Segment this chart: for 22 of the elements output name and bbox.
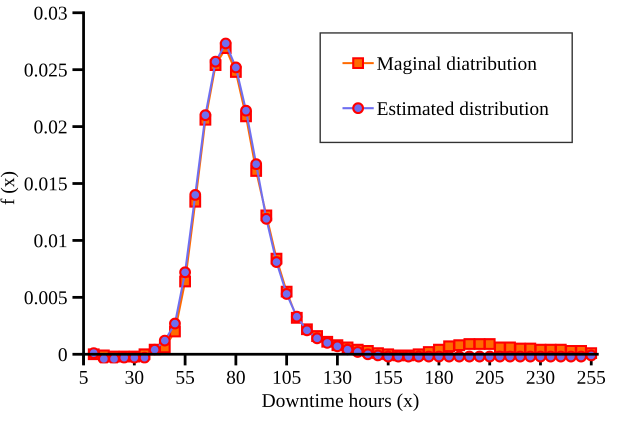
x-axis-title: Downtime hours (x): [262, 393, 418, 412]
x-tick-label: 130: [324, 370, 352, 384]
y-tick-label: 0.03: [34, 6, 67, 20]
y-tick-label: 0: [58, 348, 67, 362]
y-axis-title: f (x): [0, 172, 18, 204]
legend-label: Estimated distribution: [377, 101, 549, 116]
x-tick-label: 180: [426, 370, 453, 384]
y-tick-label: 0.005: [24, 291, 67, 304]
x-tick-label: 5: [80, 371, 88, 384]
y-tick-label: 0.02: [34, 120, 67, 134]
x-tick-label: 105: [274, 370, 300, 384]
x-tick-label: 80: [226, 370, 245, 384]
x-tick-label: 205: [476, 370, 504, 384]
x-tick-label: 30: [126, 370, 144, 384]
x-tick-label: 230: [526, 370, 554, 384]
x-tick-label: 255: [578, 370, 606, 384]
x-tick-label: 55: [176, 371, 194, 384]
x-tick-label: 155: [375, 370, 402, 384]
legend-label: Maginal diatribution: [377, 56, 537, 74]
y-tick-label: 0.015: [24, 177, 67, 191]
y-tick-label: 0.01: [34, 234, 66, 248]
y-tick-label: 0.025: [24, 63, 67, 77]
